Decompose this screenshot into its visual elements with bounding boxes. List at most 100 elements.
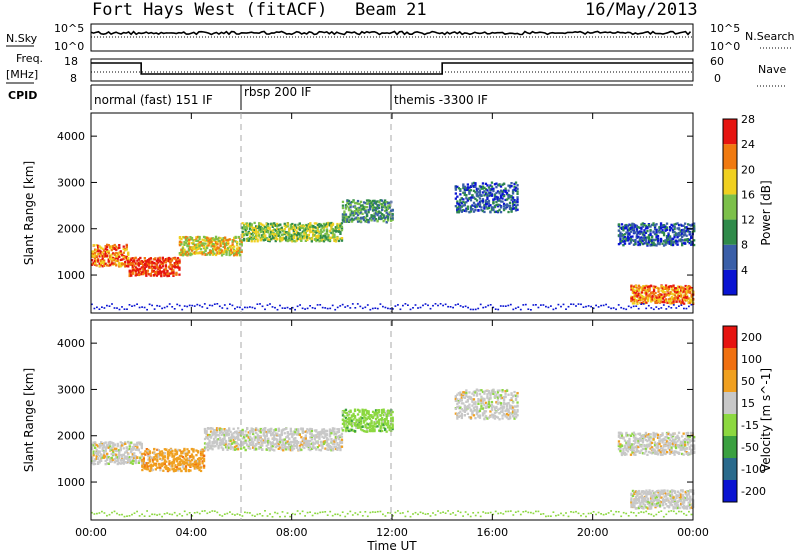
echo-cell <box>663 293 666 296</box>
echo-cell <box>343 415 346 418</box>
echo-cell <box>365 218 369 221</box>
echo-cell <box>327 444 330 448</box>
echo-cell <box>511 189 515 192</box>
power-ylabel: Slant Range [km] <box>22 161 36 265</box>
echo-cell <box>316 446 319 449</box>
freq-line <box>91 62 693 75</box>
echo-cell <box>346 305 349 307</box>
echo-cell <box>310 237 313 240</box>
echo-cell <box>540 304 542 306</box>
echo-cell <box>283 443 286 446</box>
echo-cell <box>246 225 249 228</box>
echo-cell <box>622 229 625 232</box>
echo-cell <box>319 236 323 239</box>
echo-cell <box>253 438 256 442</box>
echo-cell <box>256 240 259 243</box>
echo-cell <box>295 226 298 229</box>
echo-cell <box>495 186 498 189</box>
echo-cell <box>91 458 94 461</box>
echo-cell <box>498 199 501 202</box>
echo-cell <box>690 240 693 243</box>
echo-cell <box>324 433 327 436</box>
echo-cell <box>301 445 304 448</box>
echo-cell <box>252 431 255 434</box>
echo-cell <box>137 459 140 463</box>
echo-cell <box>640 241 643 244</box>
echo-cell <box>166 450 170 453</box>
echo-cell <box>666 293 669 296</box>
echo-cell <box>685 234 688 237</box>
echo-cell <box>271 437 274 441</box>
echo-cell <box>241 232 244 235</box>
echo-cell <box>620 240 624 243</box>
echo-cell <box>161 265 164 268</box>
echo-cell <box>282 440 285 443</box>
echo-cell <box>148 469 151 473</box>
echo-cell <box>285 448 288 451</box>
echo-cell <box>192 252 195 255</box>
echo-cell <box>145 462 148 465</box>
echo-cell <box>118 261 121 264</box>
echo-cell <box>239 240 242 243</box>
echo-cell <box>660 289 663 292</box>
echo-cell <box>356 420 360 423</box>
echo-cell <box>462 198 465 201</box>
echo-cell <box>501 183 504 186</box>
echo-cell <box>231 243 234 246</box>
echo-cell <box>237 438 240 441</box>
echo-cell <box>352 422 355 425</box>
echo-cell <box>644 238 648 241</box>
echo-cell <box>489 204 492 207</box>
echo-cell <box>193 243 197 247</box>
echo-cell <box>110 257 113 260</box>
echo-cell <box>169 451 173 455</box>
echo-cell <box>206 445 210 449</box>
echo-cell <box>681 286 684 289</box>
echo-cell <box>318 433 321 436</box>
echo-cell <box>661 300 665 304</box>
echo-cell <box>157 266 160 269</box>
echo-cell <box>221 442 225 445</box>
echo-cell <box>103 259 106 262</box>
echo-cell <box>259 435 262 438</box>
echo-cell <box>487 186 491 189</box>
echo-cell <box>130 270 133 273</box>
echo-cell <box>163 260 166 263</box>
nave-label: Nave <box>758 63 786 76</box>
echo-cell <box>227 248 230 251</box>
echo-cell <box>327 438 330 441</box>
echo-cell <box>218 436 222 440</box>
echo-cell <box>97 453 100 456</box>
echo-cell <box>94 253 97 256</box>
echo-cell <box>137 271 140 274</box>
echo-cell <box>270 441 273 445</box>
echo-cell <box>104 245 107 248</box>
echo-cell <box>304 227 307 230</box>
echo-cell <box>387 307 389 310</box>
echo-cell <box>92 252 95 256</box>
echo-cell <box>492 187 495 190</box>
echo-cell <box>365 428 369 431</box>
echo-cell <box>256 230 259 234</box>
echo-cell <box>204 253 207 256</box>
echo-cell <box>214 440 217 443</box>
echo-cell <box>176 266 180 269</box>
echo-cell <box>654 299 657 302</box>
echo-cell <box>480 185 483 188</box>
echo-cell <box>502 182 506 185</box>
echo-cell <box>91 460 94 463</box>
echo-cell <box>514 307 517 310</box>
echo-cell <box>489 304 492 306</box>
echo-cell <box>629 226 633 230</box>
echo-cell <box>289 443 292 446</box>
echo-cell <box>277 427 280 430</box>
echo-cell <box>98 454 101 458</box>
echo-cell <box>231 442 234 445</box>
echo-cell <box>273 233 276 236</box>
echo-cell <box>670 292 674 295</box>
echo-cell <box>481 185 485 188</box>
echo-cell <box>143 267 146 270</box>
echo-cell <box>306 229 309 233</box>
echo-cell <box>496 183 500 187</box>
echo-cell <box>207 237 210 240</box>
